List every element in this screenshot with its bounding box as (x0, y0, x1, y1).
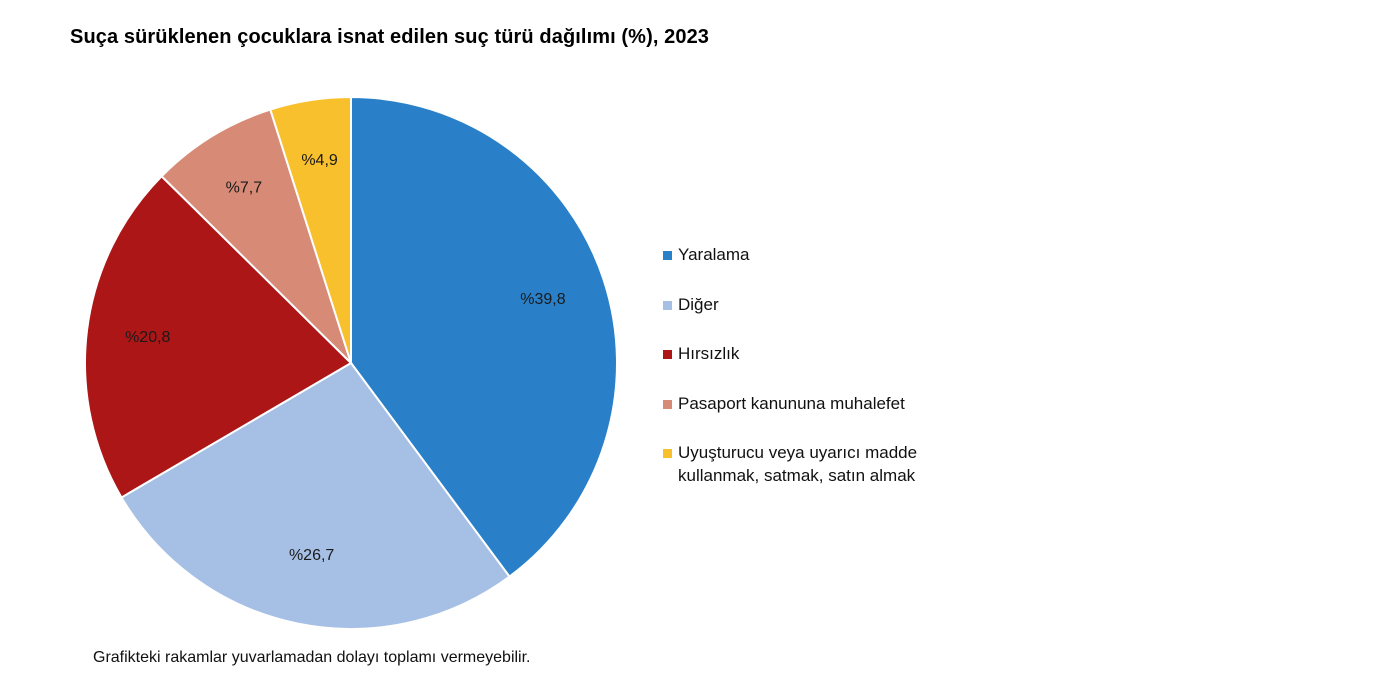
slice-data-label: %26,7 (289, 547, 334, 564)
pie-chart: %39,8 %26,7 %20,8 %7,7 %4,9 (84, 95, 618, 630)
legend-label: Uyuşturucu veya uyarıcı madde kullanmak,… (678, 443, 918, 485)
legend-item-diger: Diğer (663, 293, 917, 342)
legend-label: Diğer (678, 295, 719, 314)
pie-slice-5 (269, 95, 352, 364)
legend-swatch (663, 400, 672, 409)
pie-slice-4 (160, 108, 352, 364)
chart-title: Suça sürüklenen çocuklara isnat edilen s… (70, 26, 710, 48)
slice-data-label: %4,9 (301, 152, 338, 169)
legend-item-pasaport: Pasaport kanununa muhalefet (663, 392, 917, 441)
legend-label: Yaralama (678, 245, 750, 264)
pie-slices (84, 95, 618, 630)
pie-slice-2 (120, 361, 511, 630)
footnote: Grafikteki rakamlar yuvarlamadan dolayı … (93, 649, 531, 666)
legend-swatch (663, 449, 672, 458)
pie-slice-3 (84, 174, 353, 499)
legend-label: Pasaport kanununa muhalefet (678, 394, 905, 413)
chart-legend: Yaralama Diğer Hırsızlık Pasaport kanunu… (663, 243, 917, 487)
legend-swatch (663, 301, 672, 310)
legend-label: Hırsızlık (678, 344, 740, 363)
pie-labels: %39,8 %26,7 %20,8 %7,7 %4,9 (125, 152, 566, 564)
legend-swatch (663, 251, 672, 260)
pie-slice-1 (350, 95, 618, 579)
slice-data-label: %39,8 (520, 291, 565, 308)
legend-item-hirsizlik: Hırsızlık (663, 342, 917, 392)
legend-item-yaralama: Yaralama (663, 243, 917, 293)
slice-data-label: %20,8 (125, 329, 170, 346)
legend-item-uyusturucu: Uyuşturucu veya uyarıcı madde kullanmak,… (663, 441, 917, 487)
slice-data-label: %7,7 (226, 180, 263, 197)
legend-swatch (663, 350, 672, 359)
